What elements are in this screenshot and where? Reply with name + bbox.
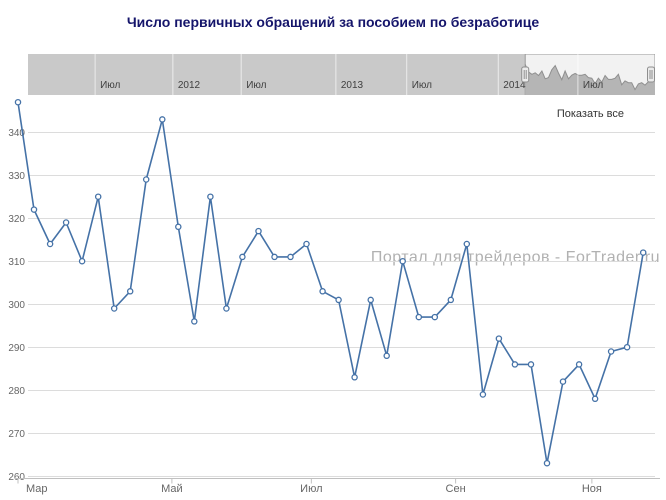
navigator-series-line: [524, 64, 655, 91]
navigator-tick-label: Июл: [412, 80, 432, 91]
navigator-tick-label: 2014: [503, 80, 526, 91]
data-point[interactable]: [431, 313, 439, 321]
x-axis-label: Сен: [446, 483, 466, 495]
x-axis-label: Ноя: [582, 483, 602, 495]
y-axis-label: 330: [8, 171, 25, 182]
x-axis-label: Май: [161, 483, 183, 495]
data-point[interactable]: [239, 253, 246, 261]
y-axis-label: 290: [8, 343, 25, 354]
data-point[interactable]: [255, 227, 262, 235]
data-point[interactable]: [319, 288, 326, 295]
navigator-tick-label: Июл: [583, 80, 603, 91]
data-point[interactable]: [575, 361, 583, 368]
data-point[interactable]: [511, 361, 519, 368]
data-point[interactable]: [559, 378, 567, 385]
data-point[interactable]: [175, 223, 182, 231]
data-point[interactable]: [335, 296, 342, 304]
data-point[interactable]: [399, 257, 406, 265]
data-point[interactable]: [367, 296, 374, 304]
y-axis-label: 310: [8, 257, 25, 268]
data-point[interactable]: [639, 249, 647, 256]
data-point[interactable]: [191, 318, 198, 325]
data-point[interactable]: [142, 176, 150, 183]
data-point[interactable]: [479, 391, 487, 398]
data-point[interactable]: [30, 206, 38, 213]
data-point[interactable]: [62, 219, 70, 226]
data-point[interactable]: [94, 193, 102, 200]
data-point[interactable]: [495, 335, 503, 342]
data-point[interactable]: [543, 459, 551, 467]
chart-title: Число первичных обращений за пособием по…: [126, 14, 540, 30]
y-axis-label: 260: [8, 472, 25, 483]
y-axis-label: 280: [8, 386, 25, 397]
navigator-tick-label: Июл: [100, 80, 120, 91]
data-point[interactable]: [159, 116, 166, 123]
y-axis-label: 320: [8, 214, 25, 225]
data-point[interactable]: [287, 253, 294, 261]
navigator-handle[interactable]: [521, 66, 530, 83]
data-point[interactable]: [623, 343, 631, 351]
data-point[interactable]: [463, 240, 471, 248]
data-point[interactable]: [110, 305, 118, 312]
y-axis-label: 340: [8, 128, 25, 139]
data-point[interactable]: [415, 313, 423, 321]
data-point[interactable]: [607, 348, 615, 355]
navigator-handle[interactable]: [647, 66, 655, 83]
data-point[interactable]: [207, 193, 214, 200]
data-point[interactable]: [383, 352, 390, 360]
data-point[interactable]: [527, 361, 535, 368]
data-point[interactable]: [591, 395, 599, 403]
data-point[interactable]: [447, 296, 455, 304]
data-point[interactable]: [303, 240, 310, 248]
y-axis-label: 300: [8, 300, 25, 311]
navigator-tick-label: 2013: [341, 80, 364, 91]
data-point[interactable]: [351, 374, 358, 381]
x-axis-label: Мар: [26, 483, 48, 495]
y-axis-label: 270: [8, 429, 25, 440]
x-axis-label: Июл: [300, 483, 322, 495]
navigator-canvas[interactable]: Июл 2012 Июл 2013 Июл 2014 Июл: [28, 54, 655, 95]
data-point[interactable]: [46, 240, 54, 248]
series-line: [17, 102, 644, 465]
range-navigator[interactable]: Июл 2012 Июл 2013 Июл 2014 Июл: [28, 54, 655, 95]
data-point[interactable]: [14, 98, 22, 106]
line-chart-canvas: 260 270 280 290 300 310 320 330 340 Мар Май Июл Сен Н…: [8, 98, 660, 495]
data-point[interactable]: [223, 305, 230, 312]
data-point[interactable]: [126, 288, 134, 295]
navigator-tick-label: Июл: [246, 80, 266, 91]
data-point[interactable]: [271, 253, 278, 261]
navigator-tick-label: 2012: [178, 80, 201, 91]
show-all-button[interactable]: Показать все: [556, 108, 624, 120]
data-point[interactable]: [78, 257, 86, 265]
